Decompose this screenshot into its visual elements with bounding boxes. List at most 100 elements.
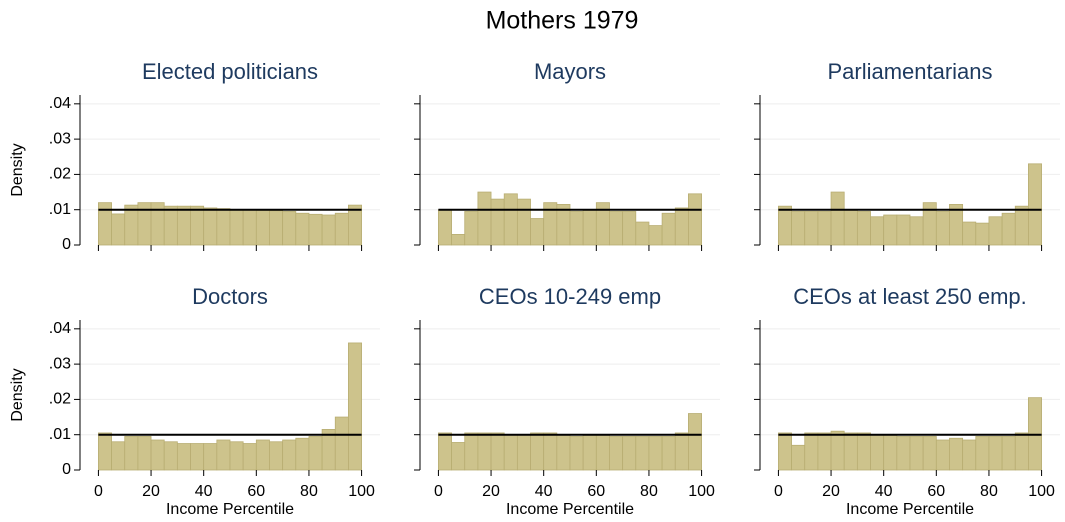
panel-title: Parliamentarians bbox=[827, 59, 992, 84]
bar bbox=[1014, 432, 1029, 471]
bar bbox=[569, 211, 584, 246]
bar bbox=[242, 209, 257, 246]
bar bbox=[791, 444, 806, 471]
bar bbox=[661, 212, 676, 246]
bar bbox=[255, 439, 270, 471]
bar bbox=[648, 225, 663, 246]
bar bbox=[582, 434, 597, 471]
bar bbox=[1028, 163, 1042, 246]
bar bbox=[778, 205, 792, 246]
bar bbox=[1014, 205, 1029, 246]
bar bbox=[935, 211, 950, 246]
bar bbox=[451, 234, 466, 246]
x-tick-label: 20 bbox=[482, 483, 500, 500]
bar bbox=[949, 437, 964, 471]
bar bbox=[295, 437, 310, 471]
bar bbox=[870, 434, 885, 471]
panel-title: Mayors bbox=[534, 59, 606, 84]
bar bbox=[582, 209, 597, 246]
bar bbox=[856, 432, 871, 471]
y-tick-label: .02 bbox=[49, 166, 71, 183]
bar bbox=[817, 432, 832, 471]
y-tick-label: .03 bbox=[49, 130, 71, 147]
bar bbox=[163, 441, 178, 471]
bar bbox=[791, 211, 806, 246]
bar bbox=[896, 214, 911, 246]
bar bbox=[255, 210, 270, 246]
bar bbox=[556, 434, 571, 471]
x-tick-label: 20 bbox=[822, 483, 840, 500]
bar bbox=[137, 436, 152, 471]
bar bbox=[334, 416, 349, 471]
panel-title: Elected politicians bbox=[142, 59, 318, 84]
y-axis-label: Density bbox=[9, 143, 26, 196]
bar bbox=[856, 211, 871, 246]
bar bbox=[688, 413, 702, 471]
bar bbox=[688, 193, 702, 246]
bar bbox=[661, 436, 676, 471]
y-tick-label: 0 bbox=[62, 461, 71, 478]
x-tick-label: 100 bbox=[688, 483, 715, 500]
bar bbox=[176, 205, 191, 246]
bar bbox=[922, 436, 937, 471]
bar bbox=[530, 218, 545, 246]
bar bbox=[595, 434, 610, 471]
bar bbox=[1001, 212, 1016, 246]
panel-title: CEOs at least 250 emp. bbox=[793, 284, 1027, 309]
bar bbox=[477, 191, 492, 246]
bar bbox=[609, 211, 624, 246]
bar bbox=[962, 221, 977, 246]
bar bbox=[348, 342, 362, 471]
x-tick-label: 0 bbox=[774, 483, 783, 500]
bar bbox=[464, 432, 479, 471]
bar bbox=[975, 436, 990, 471]
bar bbox=[163, 205, 178, 246]
bar bbox=[503, 193, 518, 246]
bar bbox=[830, 430, 845, 471]
bar bbox=[635, 221, 650, 246]
x-axis-label: Income Percentile bbox=[166, 501, 294, 518]
bar bbox=[321, 214, 336, 246]
bar bbox=[438, 432, 452, 471]
bar bbox=[308, 436, 323, 471]
bar bbox=[503, 434, 518, 471]
bar bbox=[1001, 436, 1016, 471]
bar bbox=[962, 439, 977, 471]
bar bbox=[635, 436, 650, 471]
x-tick-label: 0 bbox=[434, 483, 443, 500]
x-tick-label: 40 bbox=[535, 483, 553, 500]
bar bbox=[569, 436, 584, 471]
bar bbox=[477, 432, 492, 471]
y-tick-label: .02 bbox=[49, 391, 71, 408]
bar bbox=[778, 432, 792, 471]
bar bbox=[242, 443, 257, 471]
x-tick-label: 40 bbox=[195, 483, 213, 500]
bar bbox=[609, 436, 624, 471]
bar bbox=[674, 432, 689, 471]
bar bbox=[216, 208, 231, 246]
bar bbox=[896, 436, 911, 471]
bar bbox=[804, 211, 819, 246]
bar bbox=[282, 439, 297, 471]
bar bbox=[124, 204, 139, 246]
bar bbox=[988, 216, 1003, 246]
bar bbox=[282, 211, 297, 246]
bar bbox=[817, 211, 832, 246]
x-tick-label: 80 bbox=[300, 483, 318, 500]
bar bbox=[451, 442, 466, 471]
bar bbox=[988, 436, 1003, 471]
bar bbox=[269, 210, 284, 246]
bar bbox=[216, 439, 231, 471]
bar bbox=[124, 436, 139, 471]
bar bbox=[334, 212, 349, 246]
bar bbox=[308, 213, 323, 246]
bar bbox=[909, 436, 924, 471]
bar bbox=[229, 441, 244, 471]
x-tick-label: 60 bbox=[247, 483, 265, 500]
bar bbox=[622, 436, 637, 471]
bar bbox=[648, 436, 663, 471]
bar bbox=[295, 212, 310, 246]
panel-title: CEOs 10-249 emp bbox=[479, 284, 661, 309]
y-tick-label: .04 bbox=[49, 320, 71, 337]
